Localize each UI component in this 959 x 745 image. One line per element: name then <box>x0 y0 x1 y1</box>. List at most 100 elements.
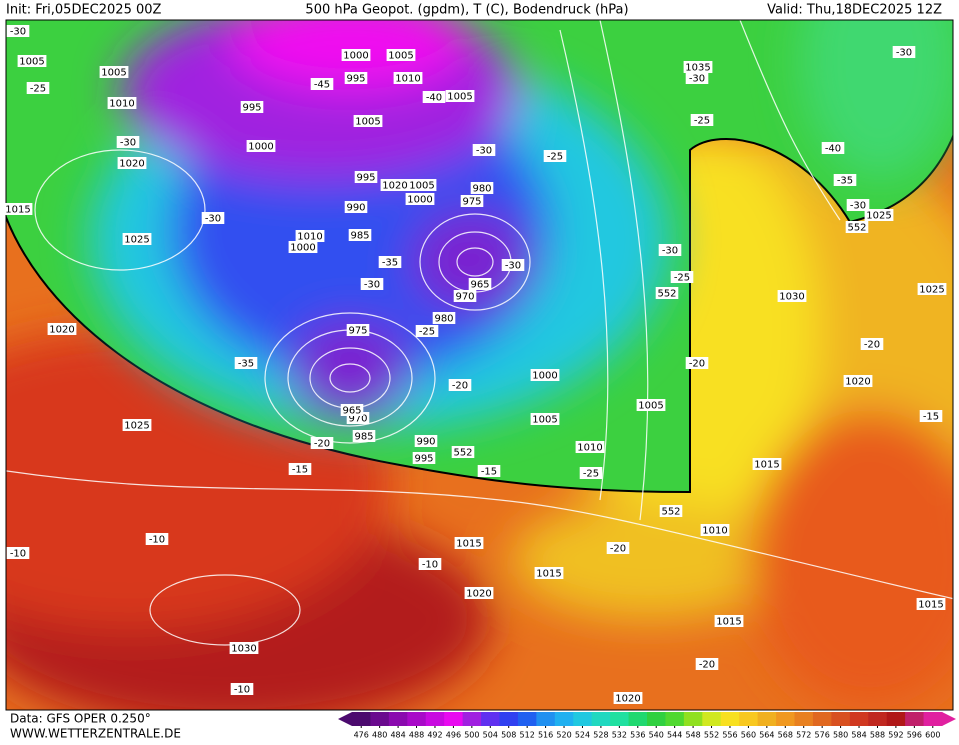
map-label: 1015 <box>754 460 779 471</box>
map-label: -30 <box>205 214 221 225</box>
label-box <box>448 379 472 391</box>
colorbar-tick-label: 508 <box>501 731 516 740</box>
colorbar-cell <box>628 712 648 726</box>
label-box <box>530 369 560 381</box>
map-label: 995 <box>414 454 433 465</box>
colorbar-cell <box>444 712 464 726</box>
label-box <box>6 25 30 37</box>
map-label: 990 <box>416 437 435 448</box>
colorbar-cell <box>462 712 482 726</box>
colorbar-tick-label: 592 <box>888 731 903 740</box>
map-label: 1015 <box>536 569 561 580</box>
colorbar-tick-label: 552 <box>704 731 719 740</box>
label-box <box>26 82 50 94</box>
label-box <box>418 558 442 570</box>
label-box <box>695 658 719 670</box>
colorbar-cell <box>868 712 888 726</box>
map-label: -10 <box>422 560 438 571</box>
label-box <box>777 290 807 302</box>
colorbar-cell <box>923 712 943 726</box>
label-box <box>714 615 744 627</box>
label-box <box>310 437 334 449</box>
colorbar-cell <box>702 712 722 726</box>
label-box <box>407 179 437 191</box>
label-box <box>460 195 484 207</box>
map-label: -25 <box>583 469 599 480</box>
site-name: WWW.WETTERZENTRALE.DE <box>10 727 181 741</box>
colorbar-cell <box>647 712 666 726</box>
map-label: -10 <box>10 549 26 560</box>
colorbar-cell <box>536 712 556 726</box>
label-box <box>477 465 501 477</box>
label-box <box>201 212 225 224</box>
map-label: 1000 <box>248 142 273 153</box>
label-box <box>470 182 494 194</box>
colorbar-tick-label: 516 <box>538 731 553 740</box>
label-box <box>116 136 140 148</box>
colorbar-tick-label: 588 <box>870 731 885 740</box>
map-label: 980 <box>472 184 491 195</box>
map-label: -10 <box>149 535 165 546</box>
colorbar-tick-label: 564 <box>759 731 774 740</box>
colorbar-tick-label: 520 <box>556 731 571 740</box>
colorbar-cell <box>517 712 537 726</box>
colorbar-tick-label: 484 <box>390 731 405 740</box>
label-box <box>530 413 560 425</box>
map-label: -15 <box>292 465 308 476</box>
label-box <box>344 72 368 84</box>
label-box <box>352 430 376 442</box>
label-box <box>575 441 605 453</box>
label-box <box>579 467 603 479</box>
map-label: 995 <box>346 74 365 85</box>
colorbar-tick-label: 556 <box>722 731 737 740</box>
colorbar-cell <box>776 712 795 726</box>
map-label: -30 <box>662 246 678 257</box>
valid-time: Valid: Thu,18DEC2025 12Z <box>767 3 942 18</box>
label-box <box>386 49 416 61</box>
colorbar-tick-label: 528 <box>593 731 608 740</box>
colorbar-cell <box>591 712 611 726</box>
colorbar-tick-label: 524 <box>575 731 590 740</box>
map-label: 1005 <box>355 117 380 128</box>
label-box <box>107 97 137 109</box>
label-box <box>17 55 47 67</box>
map-label: -25 <box>694 116 710 127</box>
label-box <box>354 171 378 183</box>
map-label: 1025 <box>124 421 149 432</box>
label-box <box>414 435 438 447</box>
colorbar-cell <box>739 712 759 726</box>
label-box <box>422 91 446 103</box>
colorbar-tick-label: 560 <box>741 731 756 740</box>
label-box <box>613 692 643 704</box>
colorbar-cell <box>905 712 925 726</box>
map-label: -25 <box>30 84 46 95</box>
colorbar-cell <box>370 712 390 726</box>
map-label: 985 <box>354 432 373 443</box>
label-box <box>501 259 525 271</box>
map-label: -10 <box>234 685 250 696</box>
map-label: 552 <box>657 289 676 300</box>
colorbar-cell <box>849 712 869 726</box>
colorbar-tick-label: 540 <box>649 731 664 740</box>
map-label: 970 <box>348 414 367 425</box>
label-box <box>341 49 371 61</box>
map-label: 1000 <box>407 195 432 206</box>
label-box <box>240 101 264 113</box>
colorbar-cell <box>812 712 832 726</box>
label-box <box>310 78 334 90</box>
label-box <box>454 537 484 549</box>
colorbar-tick-label: 596 <box>907 731 922 740</box>
label-box <box>659 505 683 517</box>
label-box <box>445 90 475 102</box>
map-label: -45 <box>314 80 330 91</box>
label-box <box>288 241 318 253</box>
colorbar-cell <box>388 712 408 726</box>
label-box <box>472 144 496 156</box>
label-box <box>670 271 694 283</box>
label-box <box>655 287 679 299</box>
colorbar-tick-label: 580 <box>833 731 848 740</box>
label-box <box>340 404 364 416</box>
label-box <box>348 229 372 241</box>
